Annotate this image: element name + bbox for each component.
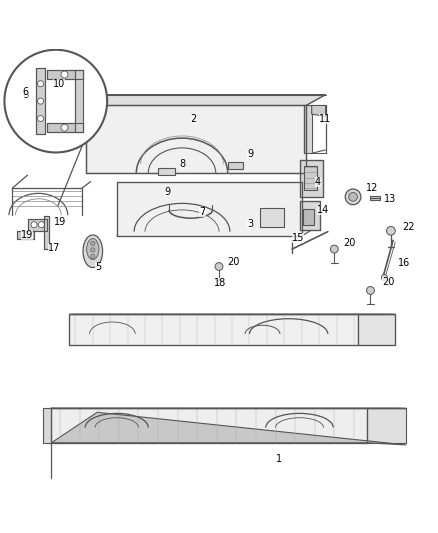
Ellipse shape bbox=[87, 239, 99, 260]
Circle shape bbox=[367, 287, 374, 294]
Polygon shape bbox=[304, 209, 314, 225]
Polygon shape bbox=[312, 150, 325, 154]
Polygon shape bbox=[260, 208, 284, 228]
Polygon shape bbox=[117, 230, 313, 236]
Ellipse shape bbox=[83, 235, 102, 268]
Circle shape bbox=[349, 192, 357, 201]
Polygon shape bbox=[300, 160, 323, 197]
Polygon shape bbox=[228, 162, 243, 168]
Polygon shape bbox=[86, 94, 325, 106]
Polygon shape bbox=[75, 70, 83, 133]
Text: 20: 20 bbox=[343, 238, 355, 247]
Circle shape bbox=[4, 50, 107, 152]
Circle shape bbox=[61, 71, 68, 78]
Polygon shape bbox=[47, 123, 83, 133]
Text: 22: 22 bbox=[403, 222, 415, 232]
Text: 14: 14 bbox=[317, 205, 329, 215]
Polygon shape bbox=[28, 219, 47, 231]
Text: 2: 2 bbox=[191, 115, 197, 124]
Polygon shape bbox=[312, 106, 325, 116]
Polygon shape bbox=[304, 166, 317, 190]
Circle shape bbox=[215, 263, 223, 270]
Circle shape bbox=[39, 222, 45, 228]
Polygon shape bbox=[304, 106, 312, 154]
Polygon shape bbox=[358, 314, 395, 345]
Polygon shape bbox=[44, 216, 49, 249]
Polygon shape bbox=[36, 68, 45, 134]
Polygon shape bbox=[158, 168, 176, 175]
Circle shape bbox=[381, 274, 388, 280]
Text: 9: 9 bbox=[165, 187, 171, 197]
Text: 5: 5 bbox=[95, 262, 101, 272]
Text: 6: 6 bbox=[22, 90, 28, 100]
Text: 11: 11 bbox=[319, 114, 332, 124]
Polygon shape bbox=[47, 70, 83, 79]
Polygon shape bbox=[117, 182, 302, 236]
Polygon shape bbox=[371, 196, 380, 200]
Polygon shape bbox=[367, 408, 406, 443]
Circle shape bbox=[91, 241, 95, 246]
Polygon shape bbox=[51, 413, 406, 445]
Polygon shape bbox=[51, 408, 367, 443]
Polygon shape bbox=[43, 408, 51, 443]
Circle shape bbox=[38, 80, 44, 87]
Text: 18: 18 bbox=[214, 278, 226, 288]
Text: 4: 4 bbox=[315, 176, 321, 187]
Text: 16: 16 bbox=[398, 258, 410, 268]
Polygon shape bbox=[86, 106, 306, 173]
Text: 8: 8 bbox=[180, 159, 186, 169]
Text: 10: 10 bbox=[53, 79, 65, 88]
Polygon shape bbox=[17, 231, 34, 239]
Text: 1: 1 bbox=[276, 454, 282, 464]
Circle shape bbox=[330, 245, 338, 253]
Circle shape bbox=[61, 124, 68, 131]
Text: 6: 6 bbox=[22, 86, 28, 96]
Text: 3: 3 bbox=[247, 219, 254, 229]
Circle shape bbox=[38, 98, 44, 104]
Polygon shape bbox=[300, 201, 320, 230]
Circle shape bbox=[31, 222, 37, 228]
Text: 7: 7 bbox=[199, 207, 206, 217]
Text: 12: 12 bbox=[366, 183, 378, 193]
Circle shape bbox=[91, 254, 95, 259]
Text: 20: 20 bbox=[382, 277, 395, 287]
Text: 17: 17 bbox=[48, 243, 61, 253]
Circle shape bbox=[345, 189, 361, 205]
Polygon shape bbox=[69, 314, 358, 345]
Text: 19: 19 bbox=[21, 230, 33, 240]
Text: 20: 20 bbox=[227, 257, 239, 267]
Circle shape bbox=[387, 227, 395, 235]
Text: 13: 13 bbox=[384, 194, 396, 204]
Circle shape bbox=[38, 116, 44, 122]
Text: 19: 19 bbox=[53, 217, 66, 227]
Circle shape bbox=[91, 248, 95, 252]
Text: 15: 15 bbox=[292, 233, 304, 243]
Text: 9: 9 bbox=[247, 149, 254, 159]
